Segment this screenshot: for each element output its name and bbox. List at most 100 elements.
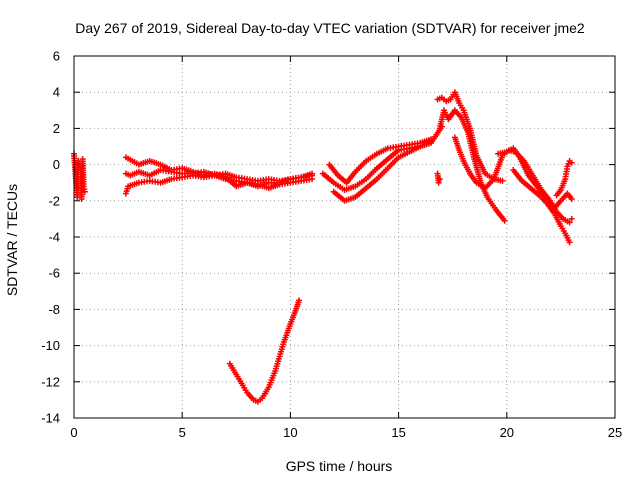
data-point-fill [567,194,574,201]
x-tick-label: 10 [283,425,297,440]
data-point-fill [561,178,568,185]
y-tick-label: 2 [53,121,60,136]
data-point-fill [333,170,340,177]
data-point-fill [382,157,389,164]
data-point-fill [543,199,550,206]
data-point-fill [371,152,378,159]
data-point-fill [556,199,563,206]
grid [74,56,615,418]
data-point-fill [524,170,531,177]
y-tick-label: 0 [53,157,60,172]
data-point-fill [275,355,282,362]
data-point-fill [465,168,472,175]
plot-frame [73,55,616,419]
x-tick-label: 5 [179,425,186,440]
data-points [71,89,575,405]
y-tick-label: -10 [41,338,60,353]
y-tick-label: -6 [48,266,60,281]
data-point-fill [403,142,410,149]
data-point-fill [498,154,505,161]
y-tick-label: -2 [48,193,60,208]
y-tick-label: -12 [41,374,60,389]
data-point-fill [230,177,237,184]
data-point-fill [280,341,287,348]
data-point-fill [232,369,239,376]
data-point-fill [124,185,131,192]
data-point-fill [350,194,357,201]
data-point-fill [392,143,399,150]
data-point-fill [306,176,313,183]
data-point-fill [517,176,524,183]
data-point-fill [295,174,302,181]
data-point-fill [441,96,448,103]
data-point-fill [456,112,463,119]
data-point-fill [144,178,151,185]
data-point-fill [564,218,571,225]
data-point-fill [425,139,432,146]
data-point-fill [350,184,357,191]
data-point-fill [361,159,368,166]
data-point-fill [565,237,572,244]
y-tick-label: -8 [48,302,60,317]
y-tick-label: 6 [53,49,60,64]
data-point-fill [187,172,194,179]
data-point-fill [459,155,466,162]
data-point-fill [155,160,162,167]
x-tick-label: 25 [608,425,622,440]
data-point-fill [525,183,532,190]
data-point-fill [198,173,205,180]
data-point-fill [491,204,498,211]
data-point-fill [435,177,442,184]
data-point-fill [360,177,367,184]
data-point-fill [489,177,496,184]
data-point-fill [483,192,490,199]
data-point-fill [372,167,379,174]
data-point-fill [339,196,346,203]
data-point-fill [264,386,271,393]
data-point-fill [455,145,462,152]
data-point-fill [306,171,313,178]
data-point-fill [436,95,443,102]
y-tick-label: 4 [53,85,60,100]
data-point-fill [166,176,173,183]
data-point-fill [382,167,389,174]
data-point-fill [481,168,488,175]
x-tick-label: 0 [70,425,77,440]
data-point-fill [404,150,411,157]
data-point-fill [560,227,567,234]
y-axis-label: SDTVAR / TECUs [4,184,20,296]
data-point-fill [242,387,249,394]
data-point-fill [459,104,466,111]
data-point [568,159,575,166]
data-point-fill [455,97,462,104]
data-point-fill [231,181,238,188]
x-tick-label: 15 [391,425,405,440]
data-point-fill [500,215,507,222]
data-point-fill [133,180,140,187]
data-point-fill [241,179,248,186]
data-point-fill [501,149,508,156]
data-point-fill [285,176,292,183]
data-point-fill [393,156,400,163]
x-axis-label: GPS time / hours [286,458,393,474]
data-point-fill [81,186,88,193]
data-point-fill [328,178,335,185]
data-point-fill [238,380,245,387]
data-point-fill [382,146,389,153]
data-point-fill [534,190,541,197]
data-point-fill [257,396,264,403]
data-point [568,215,575,222]
data-point-fill [361,186,368,193]
data-point-fill [550,208,557,215]
data-point-fill [372,177,379,184]
data-point-fill [176,174,183,181]
data-point-fill [515,152,522,159]
data-point-fill [532,181,539,188]
data-point-fill [350,170,357,177]
data-point-fill [252,397,259,404]
data-point-fill [415,144,422,151]
data-point-fill [497,177,504,184]
data-point-fill [470,153,477,160]
